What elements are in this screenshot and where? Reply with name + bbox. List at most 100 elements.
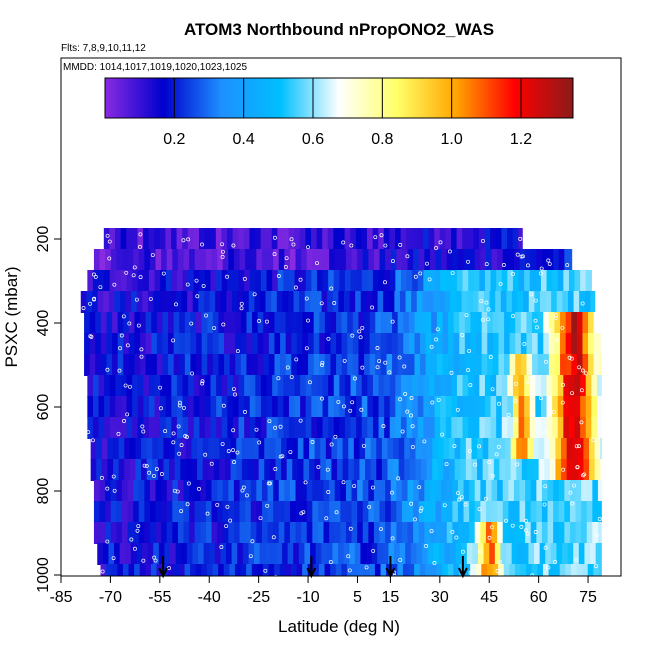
heatmap-cell bbox=[302, 354, 309, 376]
heatmap-cell bbox=[329, 501, 336, 523]
heatmap-cell bbox=[437, 438, 445, 460]
heatmap-cell bbox=[569, 480, 577, 502]
heatmap-cell bbox=[112, 333, 119, 355]
heatmap-cell bbox=[210, 396, 217, 418]
sample-point bbox=[122, 419, 127, 423]
heatmap-cell bbox=[229, 312, 236, 334]
heatmap-cell bbox=[534, 543, 541, 565]
heatmap-cell bbox=[578, 543, 586, 565]
heatmap-cell bbox=[109, 396, 116, 418]
heatmap-cell bbox=[310, 543, 317, 565]
sample-point bbox=[189, 321, 194, 326]
heatmap-cell bbox=[366, 543, 373, 565]
heatmap-cell bbox=[194, 522, 201, 544]
heatmap-cell bbox=[132, 396, 139, 418]
heatmap-cell bbox=[269, 459, 277, 481]
heatmap-cell bbox=[102, 543, 110, 565]
sample-point bbox=[125, 412, 130, 417]
sample-point bbox=[463, 502, 468, 507]
heatmap-cell bbox=[431, 354, 438, 376]
sample-point bbox=[387, 370, 392, 375]
heatmap-cell bbox=[439, 291, 446, 313]
heatmap-cell bbox=[245, 501, 252, 523]
heatmap-cell bbox=[425, 354, 432, 376]
heatmap-cell bbox=[561, 459, 568, 481]
heatmap-cell bbox=[284, 480, 291, 502]
heatmap-cell bbox=[300, 270, 307, 292]
heatmap-cell bbox=[196, 354, 203, 376]
sample-point bbox=[276, 274, 281, 278]
heatmap-cell bbox=[581, 501, 588, 523]
sample-point bbox=[398, 242, 403, 247]
heatmap-cell bbox=[172, 480, 179, 502]
heatmap-cell bbox=[507, 396, 514, 418]
heatmap-cell bbox=[115, 396, 122, 418]
heatmap-cell bbox=[549, 459, 557, 481]
sample-point bbox=[488, 355, 493, 359]
heatmap-cell bbox=[530, 249, 537, 271]
heatmap-cell bbox=[84, 354, 91, 376]
heatmap-cell bbox=[190, 333, 197, 355]
heatmap-cell bbox=[417, 375, 424, 397]
heatmap-cell bbox=[185, 438, 193, 460]
heatmap-cell bbox=[109, 228, 116, 250]
heatmap-cell bbox=[480, 522, 487, 544]
heatmap-cell bbox=[553, 249, 560, 271]
heatmap-cell bbox=[549, 438, 557, 460]
heatmap-cell bbox=[581, 480, 588, 502]
heatmap-cell bbox=[494, 543, 502, 565]
heatmap-cell bbox=[512, 270, 520, 292]
heatmap-cell bbox=[441, 522, 448, 544]
heatmap-cell bbox=[121, 249, 129, 271]
heatmap-cell bbox=[512, 375, 520, 397]
heatmap-cell bbox=[385, 522, 392, 544]
heatmap-cell bbox=[211, 249, 218, 271]
heatmap-cell bbox=[288, 417, 296, 439]
heatmap-cell bbox=[457, 249, 465, 271]
sample-point bbox=[289, 237, 294, 242]
heatmap-cell bbox=[457, 501, 465, 523]
heatmap-cell bbox=[543, 312, 550, 334]
sample-point bbox=[518, 236, 523, 241]
heatmap-cell bbox=[367, 375, 374, 397]
heatmap-cell bbox=[260, 396, 268, 418]
heatmap-cell bbox=[121, 501, 129, 523]
heatmap-cell bbox=[507, 228, 514, 250]
sample-point bbox=[334, 510, 339, 515]
heatmap-cell bbox=[405, 291, 412, 313]
heatmap-cell bbox=[259, 543, 266, 565]
heatmap-cell bbox=[484, 417, 492, 439]
heatmap-cell bbox=[408, 564, 415, 576]
x-tick-label: -85 bbox=[49, 589, 72, 606]
heatmap-cell bbox=[462, 396, 469, 418]
heatmap-cell bbox=[520, 354, 528, 376]
sample-point bbox=[307, 380, 312, 385]
heatmap-layer bbox=[100, 564, 602, 576]
heatmap-cell bbox=[339, 417, 346, 439]
sample-point bbox=[409, 413, 413, 418]
sample-point bbox=[367, 504, 372, 509]
heatmap-cell bbox=[394, 543, 401, 565]
heatmap-cell bbox=[227, 396, 234, 418]
heatmap-cell bbox=[239, 501, 246, 523]
heatmap-cell bbox=[99, 480, 106, 502]
heatmap-cell bbox=[315, 543, 322, 565]
heatmap-cell bbox=[401, 522, 409, 544]
sample-point bbox=[594, 564, 598, 569]
heatmap-cell bbox=[245, 522, 252, 544]
heatmap-cell bbox=[171, 270, 178, 292]
heatmap-cell bbox=[348, 438, 355, 460]
heatmap-cell bbox=[337, 438, 344, 460]
heatmap-cell bbox=[131, 291, 138, 313]
heatmap-cell bbox=[530, 480, 537, 502]
heatmap-layer bbox=[80, 291, 596, 313]
sample-point bbox=[430, 400, 435, 405]
heatmap-cell bbox=[593, 312, 596, 334]
heatmap-cell bbox=[320, 459, 327, 481]
heatmap-cell bbox=[351, 522, 358, 544]
heatmap-cell bbox=[199, 417, 206, 439]
heatmap-cell bbox=[328, 270, 335, 292]
sample-point bbox=[258, 516, 263, 521]
sample-point bbox=[373, 235, 378, 240]
heatmap-cell bbox=[138, 522, 145, 544]
